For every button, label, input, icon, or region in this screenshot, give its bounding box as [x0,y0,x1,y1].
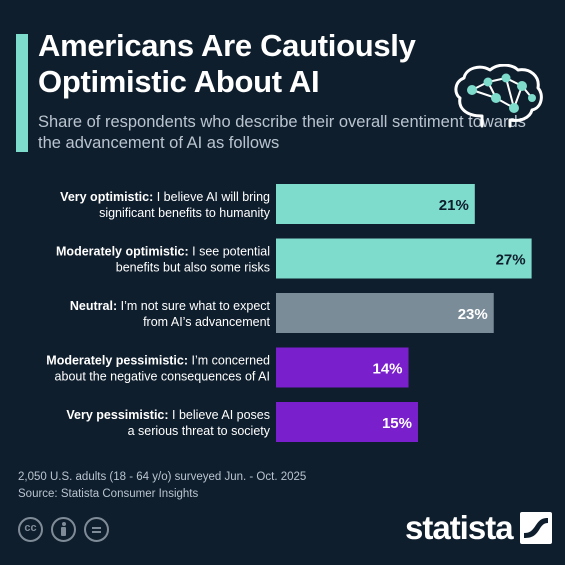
bar-4 [276,347,409,388]
creative-commons-icon[interactable] [18,517,43,542]
value-label-4: 14% [373,361,403,378]
chart-title: Americans Are Cautiously Optimistic Abou… [38,28,416,99]
category-label-line2-1: significant benefits to humanity [99,206,271,220]
category-label-3: Neutral: I’m not sure what to expect [70,299,271,313]
category-label-1: Very optimistic: I believe AI will bring [60,190,270,204]
value-label-3: 23% [458,306,488,323]
value-label-2: 27% [496,252,526,269]
bar-3 [276,293,494,333]
category-label-line2-5: a serious threat to society [128,424,271,438]
category-label-4: Moderately pessimistic: I’m concerned [46,354,270,368]
bar-5 [276,402,418,442]
statista-logo-icon [519,512,552,544]
value-label-5: 15% [382,415,412,432]
no-derivatives-icon[interactable] [84,517,109,542]
title-accent-bar [16,34,28,152]
survey-note: 2,050 U.S. adults (18 - 64 y/o) surveyed… [18,471,307,483]
chart-subtitle: Share of respondents who describe their … [38,113,526,152]
category-label-5: Very pessimistic: I believe AI poses [66,408,270,422]
brain-network-icon [454,64,543,128]
category-label-line2-2: benefits but also some risks [116,261,270,275]
category-label-2: Moderately optimistic: I see potential [56,245,270,259]
license-icons [18,517,109,542]
statista-logo[interactable]: statista [405,510,552,546]
category-label-line2-4: about the negative consequences of AI [55,370,270,384]
footer-note: 2,050 U.S. adults (18 - 64 y/o) surveyed… [18,469,306,503]
category-label-line2-3: from AI’s advancement [143,315,270,329]
bar-2 [276,238,532,279]
value-label-1: 21% [439,197,469,214]
attribution-icon[interactable] [51,517,76,542]
source-note: Source: Statista Consumer Insights [18,488,199,500]
bar-1 [276,184,475,224]
statista-wordmark: statista [405,509,514,546]
